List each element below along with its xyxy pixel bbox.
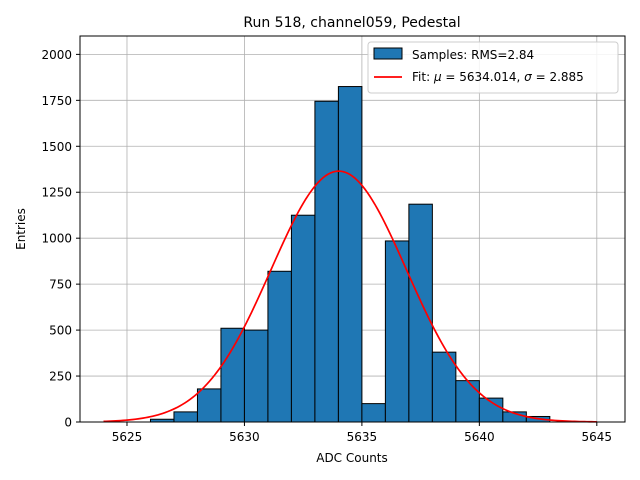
y-tick-label: 0 [64,416,72,430]
histogram-bar [173,411,198,423]
y-tick-label: 1250 [41,186,72,200]
legend-fit-sigma-symbol: σ [524,70,532,84]
histogram-bar [455,380,480,423]
chart-title: Run 518, channel059, Pedestal [243,15,460,31]
y-tick-label: 1500 [41,140,72,154]
legend-fit-mu-value: = 5634.014, [442,70,525,84]
histogram-bar [290,214,316,423]
histogram-bar [196,388,222,423]
y-tick-label: 1750 [41,94,72,108]
legend-fit-prefix: Fit: [412,70,434,84]
legend: Samples: RMS=2.84 Fit: μ = 5634.014, σ =… [367,41,619,94]
x-tick-label: 5635 [347,430,378,444]
y-tick-label: 1000 [41,232,72,246]
legend-fit-mu-symbol: μ [433,70,442,84]
legend-box [367,41,619,94]
legend-samples-patch [373,47,403,60]
x-tick-label: 5640 [464,430,495,444]
x-tick-label: 5625 [112,430,143,444]
histogram-bar [337,86,363,423]
legend-fit-sigma-value: = 2.885 [532,70,584,84]
y-tick-label: 250 [49,370,72,384]
histogram-bar [314,100,339,423]
legend-fit-label: Fit: μ = 5634.014, σ = 2.885 [412,70,584,84]
y-axis-label: Entries [14,208,28,250]
y-tick-label: 500 [49,324,72,338]
histogram-bar [243,329,269,423]
x-axis-label: ADC Counts [316,451,388,465]
plot-frame [79,35,626,423]
x-axis-ticks: 5625 5630 5635 5640 5645 [112,422,612,444]
fit-curve-layer [103,170,597,423]
x-tick-label: 5630 [229,430,260,444]
histogram-bar [408,203,433,423]
x-tick-label: 5645 [582,430,613,444]
gaussian-fit-curve [103,170,597,423]
histogram-bar [220,327,245,423]
histogram-bar [431,351,457,423]
histogram-bars [149,86,551,423]
histogram-bar [267,270,292,423]
y-axis-ticks: 0 250 500 750 1000 1250 1500 1750 2000 [41,48,80,430]
y-tick-label: 750 [49,278,72,292]
histogram-bar [361,403,386,423]
legend-samples-label: Samples: RMS=2.84 [412,48,534,62]
y-tick-label: 2000 [41,48,72,62]
